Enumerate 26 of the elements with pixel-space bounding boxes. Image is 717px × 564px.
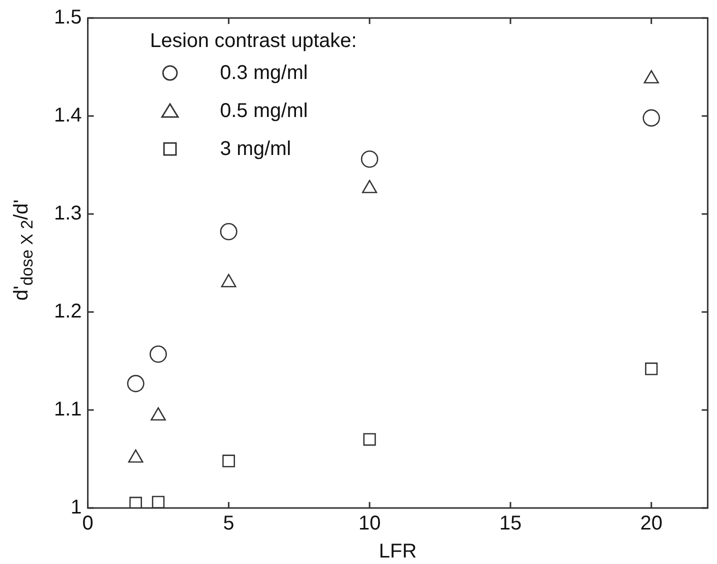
point: [363, 433, 376, 446]
point: [127, 374, 144, 392]
y-tick-label: 1.2: [54, 300, 82, 323]
x-tick-label: 5: [223, 512, 234, 535]
y-tick-label: 1.1: [54, 398, 82, 421]
point: [129, 496, 142, 508]
x-tick-label: 20: [640, 512, 662, 535]
legend-label: 0.3 mg/ml: [220, 61, 308, 86]
point: [642, 109, 660, 127]
legend-label: 0.5 mg/ml: [220, 99, 308, 124]
y-tick-label: 1.5: [54, 6, 82, 29]
legend-label: 3 mg/ml: [220, 137, 292, 162]
y-tick-label: 1: [70, 496, 82, 519]
legend-title: Lesion contrast uptake:: [150, 29, 357, 54]
point: [222, 454, 235, 468]
point: [150, 345, 167, 363]
y-tick-label: 1.3: [54, 202, 82, 225]
point: [645, 362, 658, 376]
point: [152, 496, 165, 508]
x-tick-label: 10: [358, 512, 381, 535]
point: [360, 150, 378, 168]
y-tick-label: 1.4: [54, 104, 82, 127]
point: [220, 222, 238, 240]
x-tick-label: 15: [499, 512, 522, 535]
x-tick-label: 0: [82, 512, 94, 535]
x-axis-title: LFR: [378, 540, 417, 563]
